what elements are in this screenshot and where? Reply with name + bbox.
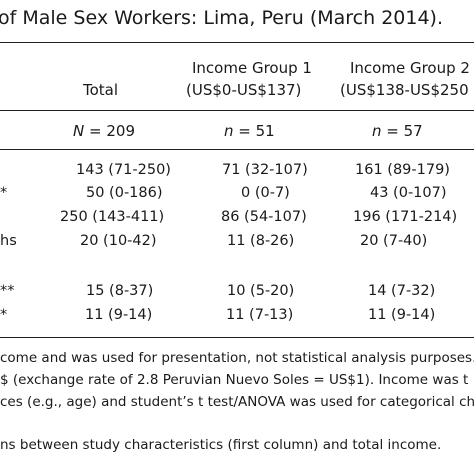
row-label: *: [0, 307, 8, 323]
n-total: N = 209: [73, 124, 135, 139]
cell-group2: 43 (0-107): [370, 185, 447, 201]
n-value: = 51: [238, 122, 275, 140]
row-label: hs: [0, 233, 17, 249]
n-group1: n = 51: [224, 124, 275, 139]
col-header-group1-line2: (US$0-US$137): [186, 81, 302, 99]
bottom-rule: [0, 337, 474, 338]
n-label: n: [224, 122, 234, 140]
cell-group2: 161 (89-179): [355, 162, 450, 178]
cell-group2: 20 (7-40): [360, 233, 428, 249]
cell-group1: 0 (0-7): [241, 185, 290, 201]
cell-total: 15 (8-37): [86, 283, 154, 299]
cell-group2: 11 (9-14): [368, 307, 436, 323]
cell-total: 50 (0-186): [86, 185, 163, 201]
cell-group2: 14 (7-32): [368, 283, 436, 299]
cell-total: 20 (10-42): [80, 233, 157, 249]
cell-total: 11 (9-14): [85, 307, 153, 323]
n-value: = 209: [89, 122, 135, 140]
footnote-4: ns between study characteristics (first …: [0, 437, 442, 453]
cell-group1: 86 (54-107): [221, 209, 307, 225]
col-header-group1-line1: Income Group 1: [192, 59, 312, 77]
top-rule: [0, 42, 474, 43]
n-value: = 57: [386, 122, 423, 140]
footnote-2: $ (exchange rate of 2.8 Peruvian Nuevo S…: [0, 372, 469, 388]
row-label: **: [0, 283, 15, 299]
header-rule: [0, 110, 474, 111]
col-header-group2-line1: Income Group 2: [350, 59, 470, 77]
col-header-group2-line2: (US$138-US$250: [340, 81, 469, 99]
n-rule: [0, 149, 474, 150]
cell-group1: 10 (5-20): [227, 283, 295, 299]
cell-group1: 11 (7-13): [226, 307, 294, 323]
cell-total: 250 (143-411): [60, 209, 165, 225]
row-label: *: [0, 185, 8, 201]
col-header-total: Total: [83, 81, 119, 99]
cell-total: 143 (71-250): [76, 162, 171, 178]
n-group2: n = 57: [372, 124, 423, 139]
footnote-1: come and was used for presentation, not …: [0, 350, 474, 366]
cell-group2: 196 (171-214): [353, 209, 458, 225]
table-title: of Male Sex Workers: Lima, Peru (March 2…: [0, 7, 444, 29]
cell-group1: 11 (8-26): [227, 233, 295, 249]
cell-group1: 71 (32-107): [222, 162, 308, 178]
n-label: n: [372, 122, 382, 140]
footnote-3: ces (e.g., age) and student’s t test/ANO…: [0, 394, 474, 410]
n-label: N: [73, 122, 85, 140]
